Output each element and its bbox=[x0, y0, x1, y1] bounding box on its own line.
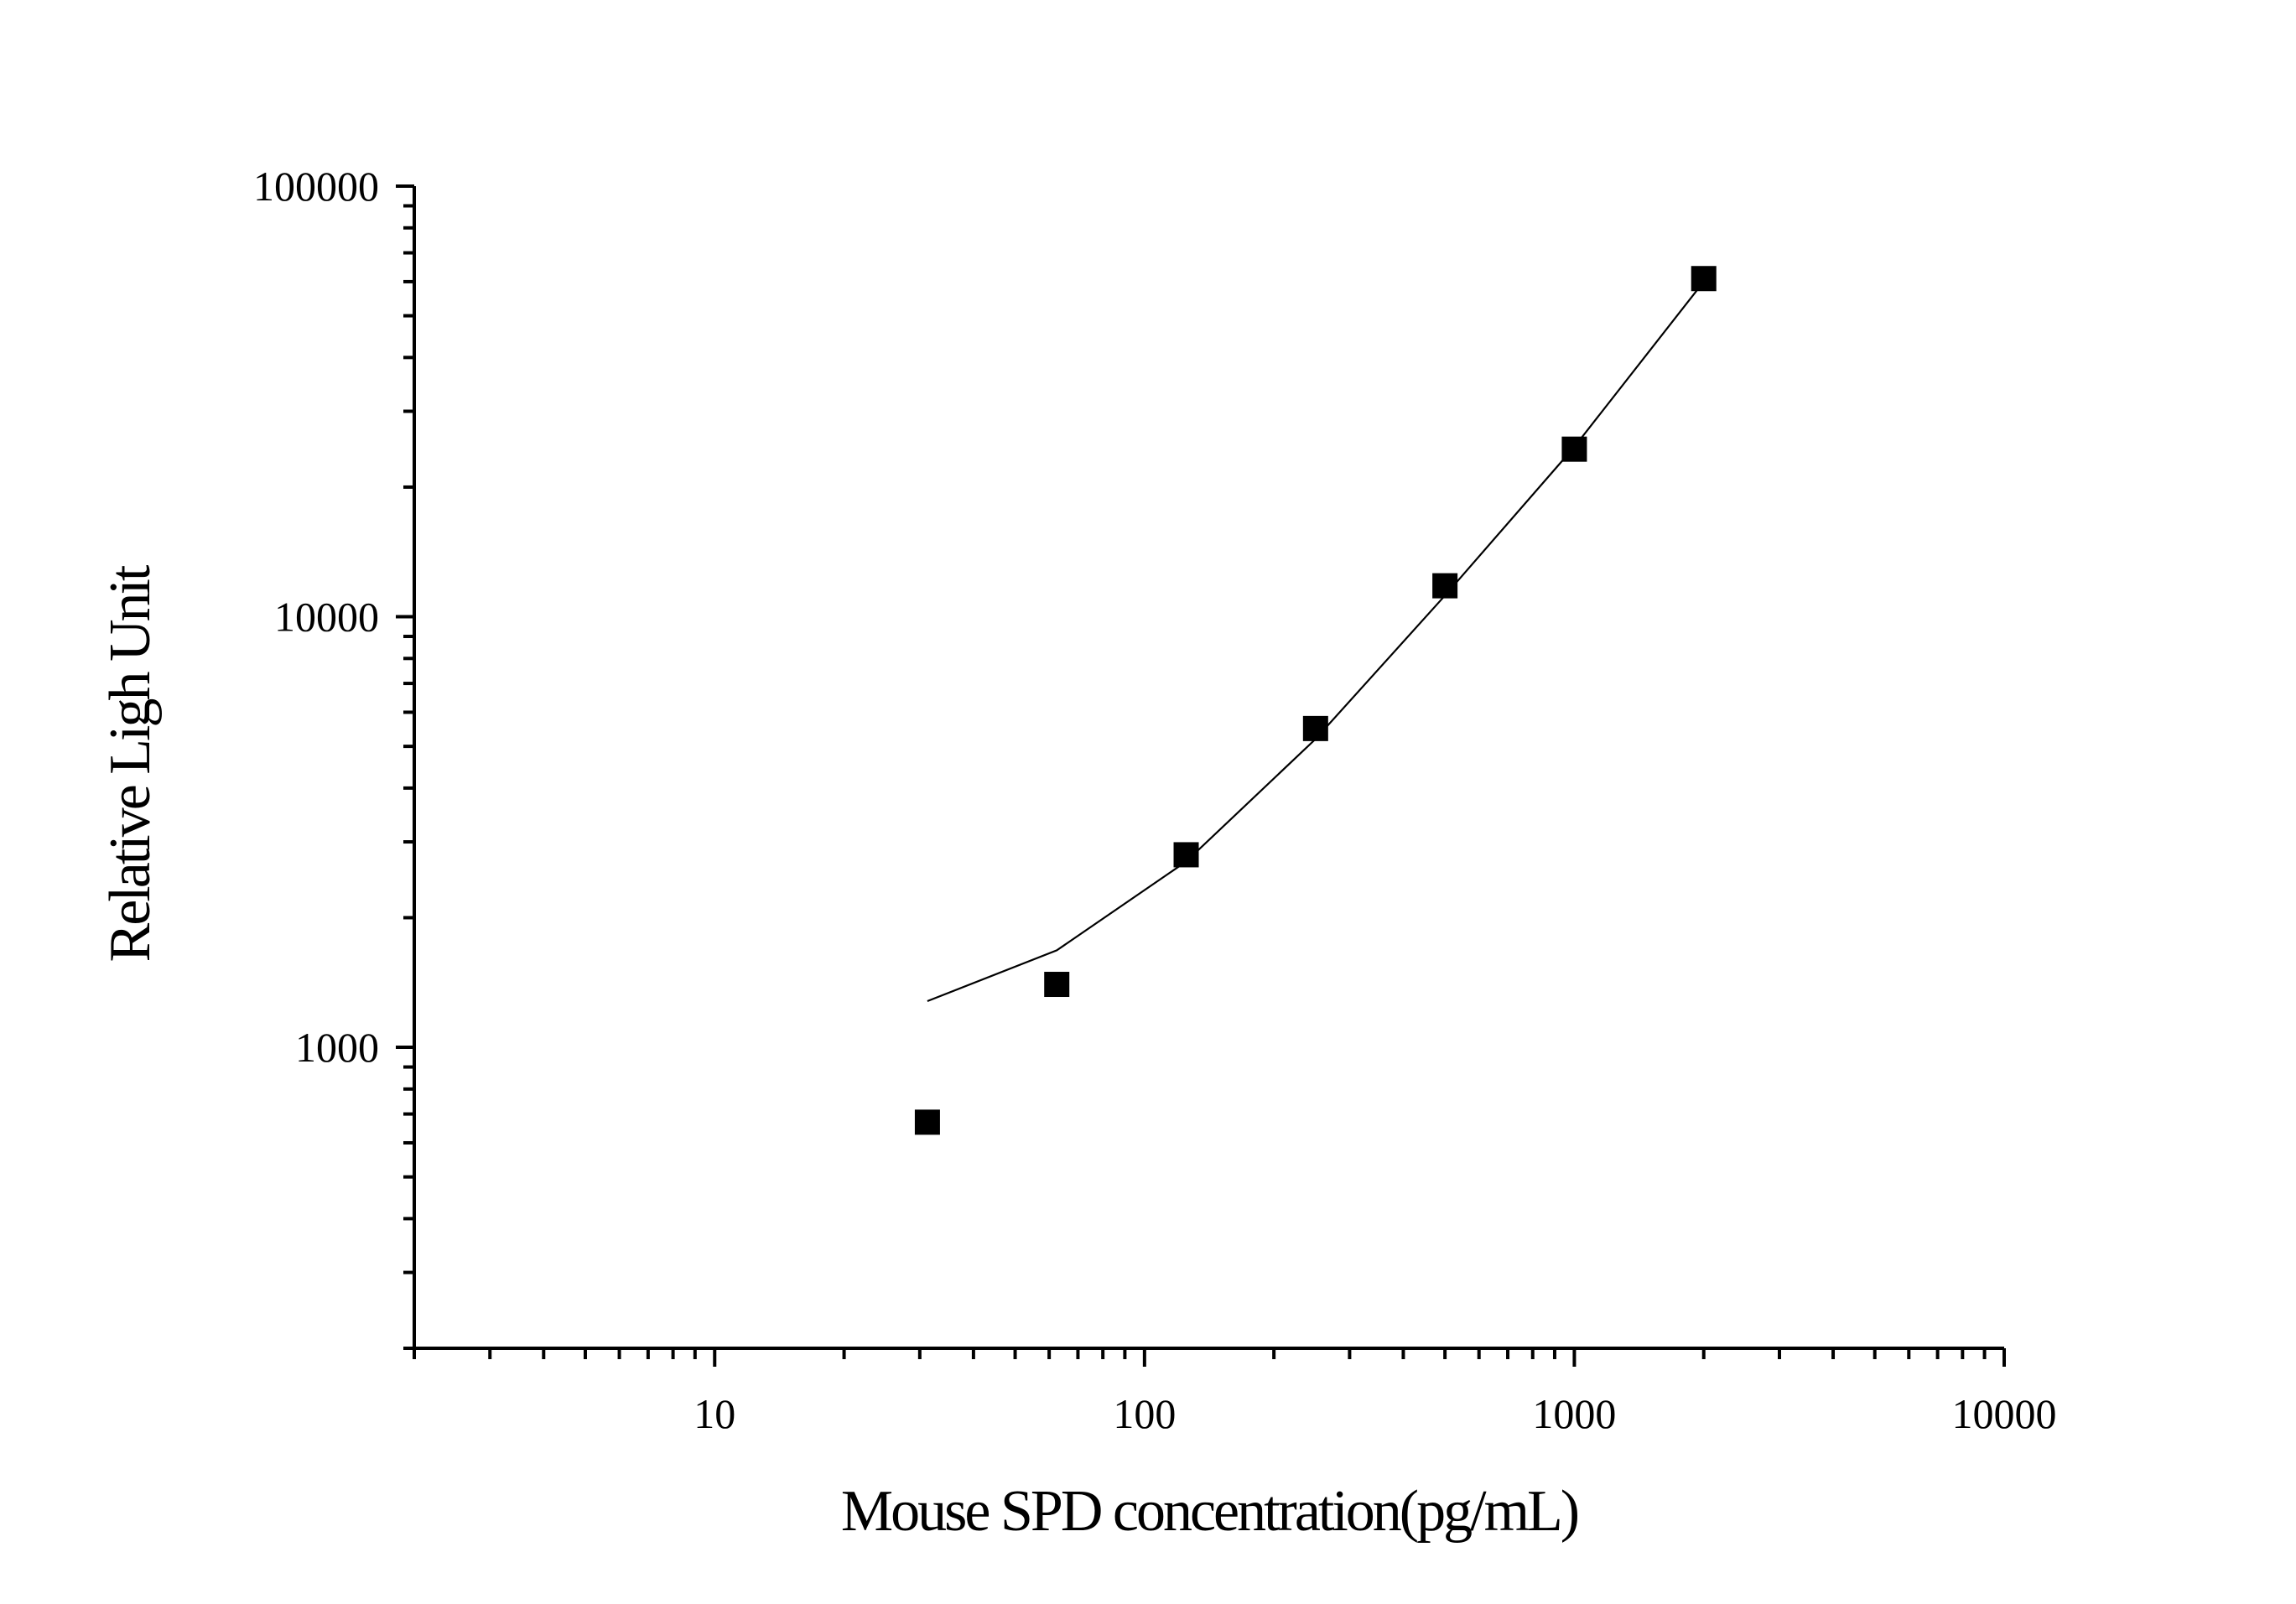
labels-layer: 10 100 1000 10000 1000 10000 100000 bbox=[253, 163, 2057, 1437]
y-tick-label: 1000 bbox=[295, 1024, 379, 1071]
x-axis-title: Mouse SPD concentration(pg/mL) bbox=[841, 1479, 1578, 1544]
y-tick-label: 100000 bbox=[253, 163, 379, 210]
y-tick-label: 10000 bbox=[274, 594, 379, 641]
data-point bbox=[914, 1109, 940, 1135]
y-axis-title: Relative Ligh Unit bbox=[98, 564, 163, 962]
data-point bbox=[1302, 715, 1328, 741]
plot-layer bbox=[914, 266, 1717, 1135]
x-tick-label: 1000 bbox=[1532, 1390, 1616, 1437]
x-tick-label: 10 bbox=[693, 1390, 735, 1437]
fit-line bbox=[927, 281, 1705, 1003]
axes-layer bbox=[413, 186, 2004, 1350]
data-point bbox=[1691, 266, 1717, 292]
ticks-layer bbox=[396, 184, 2006, 1367]
data-point bbox=[1173, 842, 1199, 868]
x-tick-label: 10000 bbox=[1952, 1390, 2057, 1437]
data-point bbox=[1561, 436, 1587, 462]
data-point bbox=[1432, 573, 1458, 599]
data-point bbox=[1044, 972, 1070, 998]
x-tick-label: 100 bbox=[1113, 1390, 1176, 1437]
